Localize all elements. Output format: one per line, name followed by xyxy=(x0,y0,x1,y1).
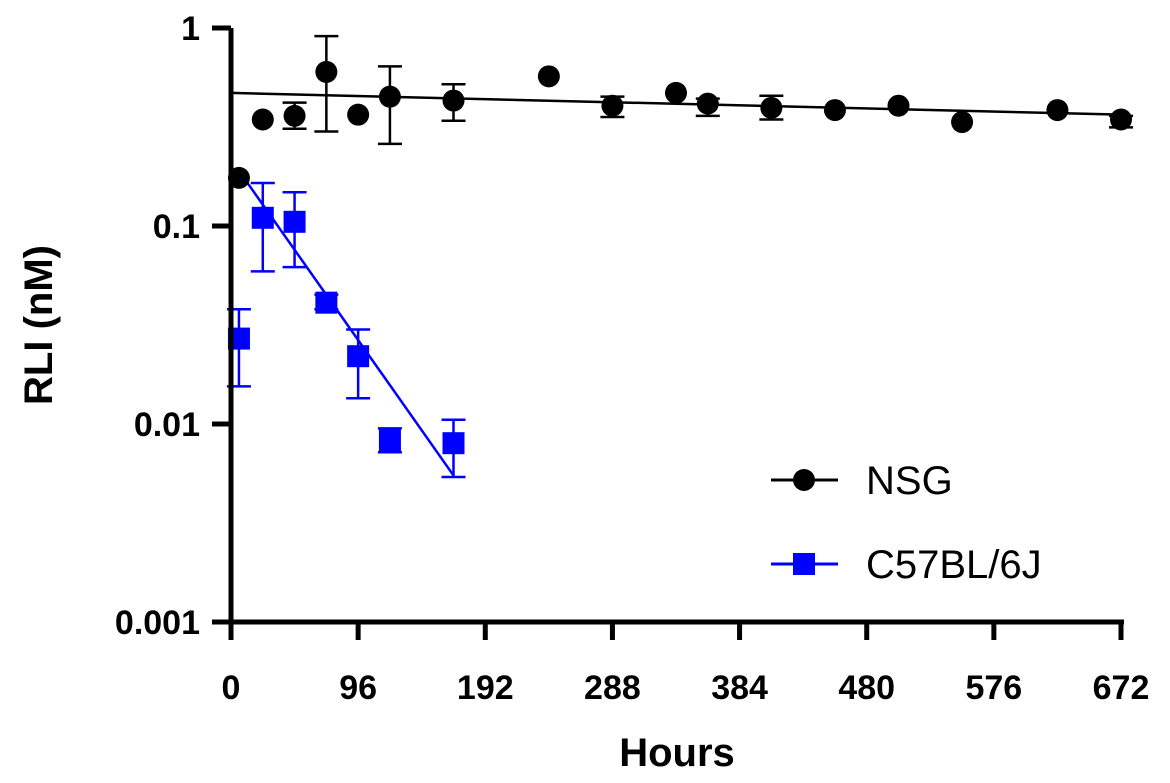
nsg-point xyxy=(442,89,465,112)
nsg-point xyxy=(696,92,719,115)
c57bl6j-fit-line xyxy=(237,170,455,477)
c57bl6j-point xyxy=(283,210,306,233)
x-tick-label: 672 xyxy=(1093,669,1150,707)
legend-nsg-label: NSG xyxy=(866,459,953,503)
y-tick-label: 1 xyxy=(181,10,200,48)
nsg-point xyxy=(887,94,910,117)
x-tick-label: 384 xyxy=(711,669,768,707)
nsg-point xyxy=(601,94,624,117)
nsg-point xyxy=(378,85,401,108)
nsg-point xyxy=(283,104,306,127)
nsg-point xyxy=(251,108,274,131)
y-axis-ticks: 1 0.1 0.01 0.001 xyxy=(115,10,231,642)
legend-nsg-marker xyxy=(793,469,815,491)
nsg-point xyxy=(315,60,338,83)
legend-entry-c57bl6j: C57BL/6J xyxy=(771,543,1042,587)
x-tick-label: 576 xyxy=(965,669,1022,707)
nsg-point xyxy=(347,103,370,126)
nsg-point xyxy=(665,81,687,104)
nsg-point xyxy=(951,111,974,134)
x-axis-title: Hours xyxy=(619,731,735,775)
y-tick-label: 0.001 xyxy=(115,604,200,642)
fit-lines xyxy=(230,91,1122,477)
legend-c57bl6j-label: C57BL/6J xyxy=(866,543,1042,587)
legend: NSG C57BL/6J xyxy=(771,459,1042,587)
c57bl6j-point xyxy=(347,345,370,368)
c57bl6j-point xyxy=(442,432,465,455)
legend-c57bl6j-marker xyxy=(793,553,815,575)
x-tick-label: 0 xyxy=(222,669,241,707)
x-axis-ticks: 0 96 192 288 384 480 576 672 xyxy=(222,622,1150,707)
nsg-point xyxy=(537,65,560,88)
c57bl6j-point xyxy=(315,291,338,314)
x-tick-label: 480 xyxy=(838,669,895,707)
c57bl6j-point xyxy=(251,206,274,229)
nsg-point xyxy=(1046,99,1069,122)
x-tick-label: 288 xyxy=(584,669,641,707)
nsg-point xyxy=(823,99,846,122)
c57bl6j-point xyxy=(378,429,401,452)
y-axis-title: RLI (nM) xyxy=(17,245,61,405)
nsg-point xyxy=(1110,108,1132,131)
x-tick-label: 192 xyxy=(457,669,514,707)
x-tick-label: 96 xyxy=(339,669,377,707)
y-tick-label: 0.01 xyxy=(134,406,200,444)
y-tick-label: 0.1 xyxy=(153,208,200,246)
data-points xyxy=(227,60,1132,455)
legend-entry-nsg: NSG xyxy=(771,459,953,503)
nsg-point xyxy=(760,96,783,119)
